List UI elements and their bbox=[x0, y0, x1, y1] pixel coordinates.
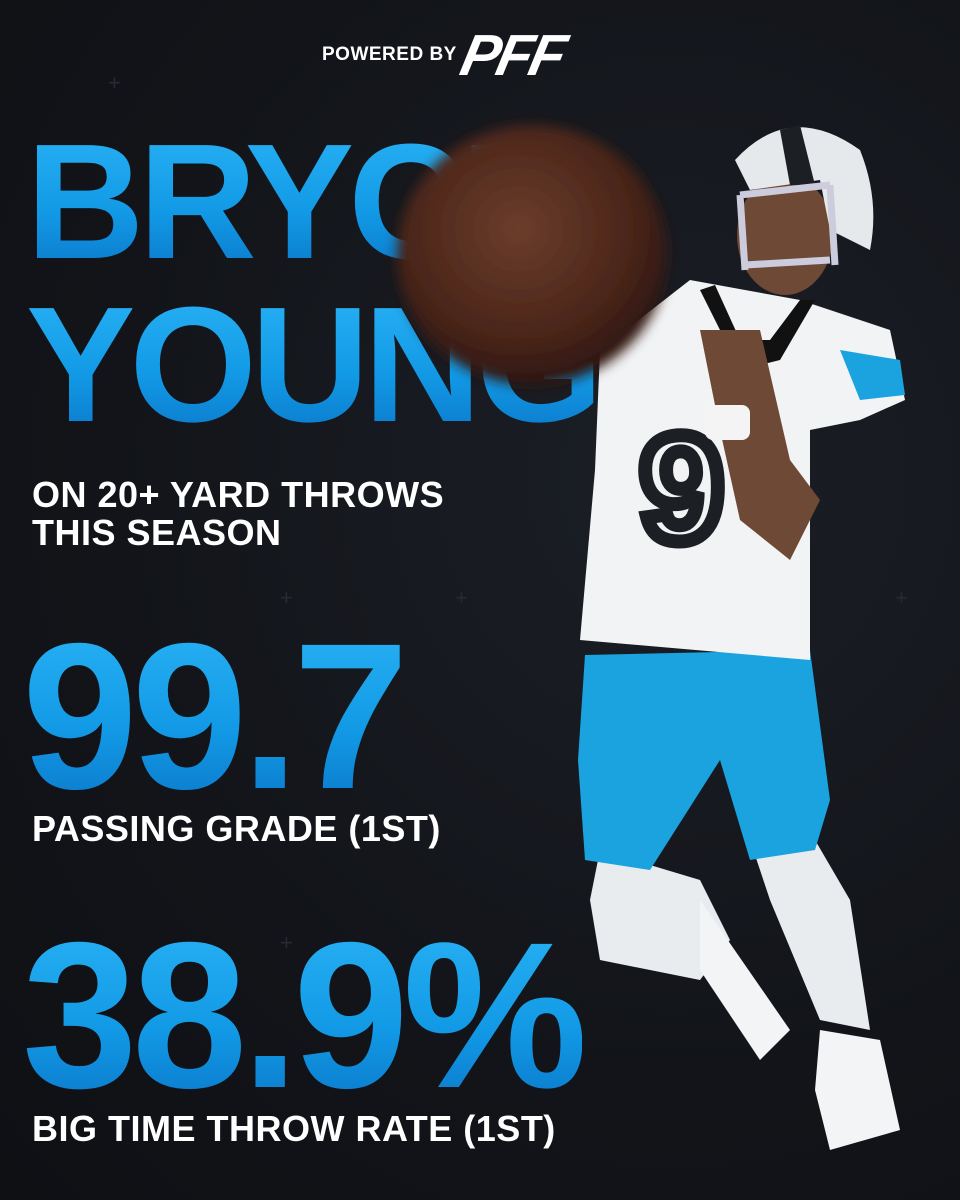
stat-value: 38.9% bbox=[22, 900, 588, 1132]
subtitle: ON 20+ YARD THROWS bbox=[32, 474, 445, 515]
wristband bbox=[705, 405, 750, 440]
pants bbox=[578, 650, 830, 870]
stat-label: PASSING GRADE (1ST) bbox=[32, 808, 441, 849]
leg bbox=[750, 840, 870, 1030]
helmet bbox=[735, 127, 874, 250]
helmet-stripe bbox=[780, 125, 815, 185]
collar bbox=[700, 285, 815, 370]
shoe bbox=[815, 1030, 900, 1150]
stat-value: 99.7 bbox=[22, 601, 409, 833]
football bbox=[397, 125, 667, 385]
stat-label: BIG TIME THROW RATE (1ST) bbox=[32, 1108, 556, 1149]
decor: + bbox=[455, 585, 468, 610]
sleeve-stripe bbox=[840, 350, 905, 400]
facemask bbox=[736, 181, 839, 271]
subtitle: THIS SEASON bbox=[32, 512, 282, 553]
leg bbox=[590, 850, 730, 980]
decor: + bbox=[280, 585, 293, 610]
arm bbox=[700, 330, 820, 560]
decor: + bbox=[280, 930, 293, 956]
powered-by: POWERED BY bbox=[322, 44, 457, 65]
decor: + bbox=[895, 585, 908, 610]
shoe bbox=[700, 900, 790, 1060]
decor: + bbox=[108, 70, 121, 95]
